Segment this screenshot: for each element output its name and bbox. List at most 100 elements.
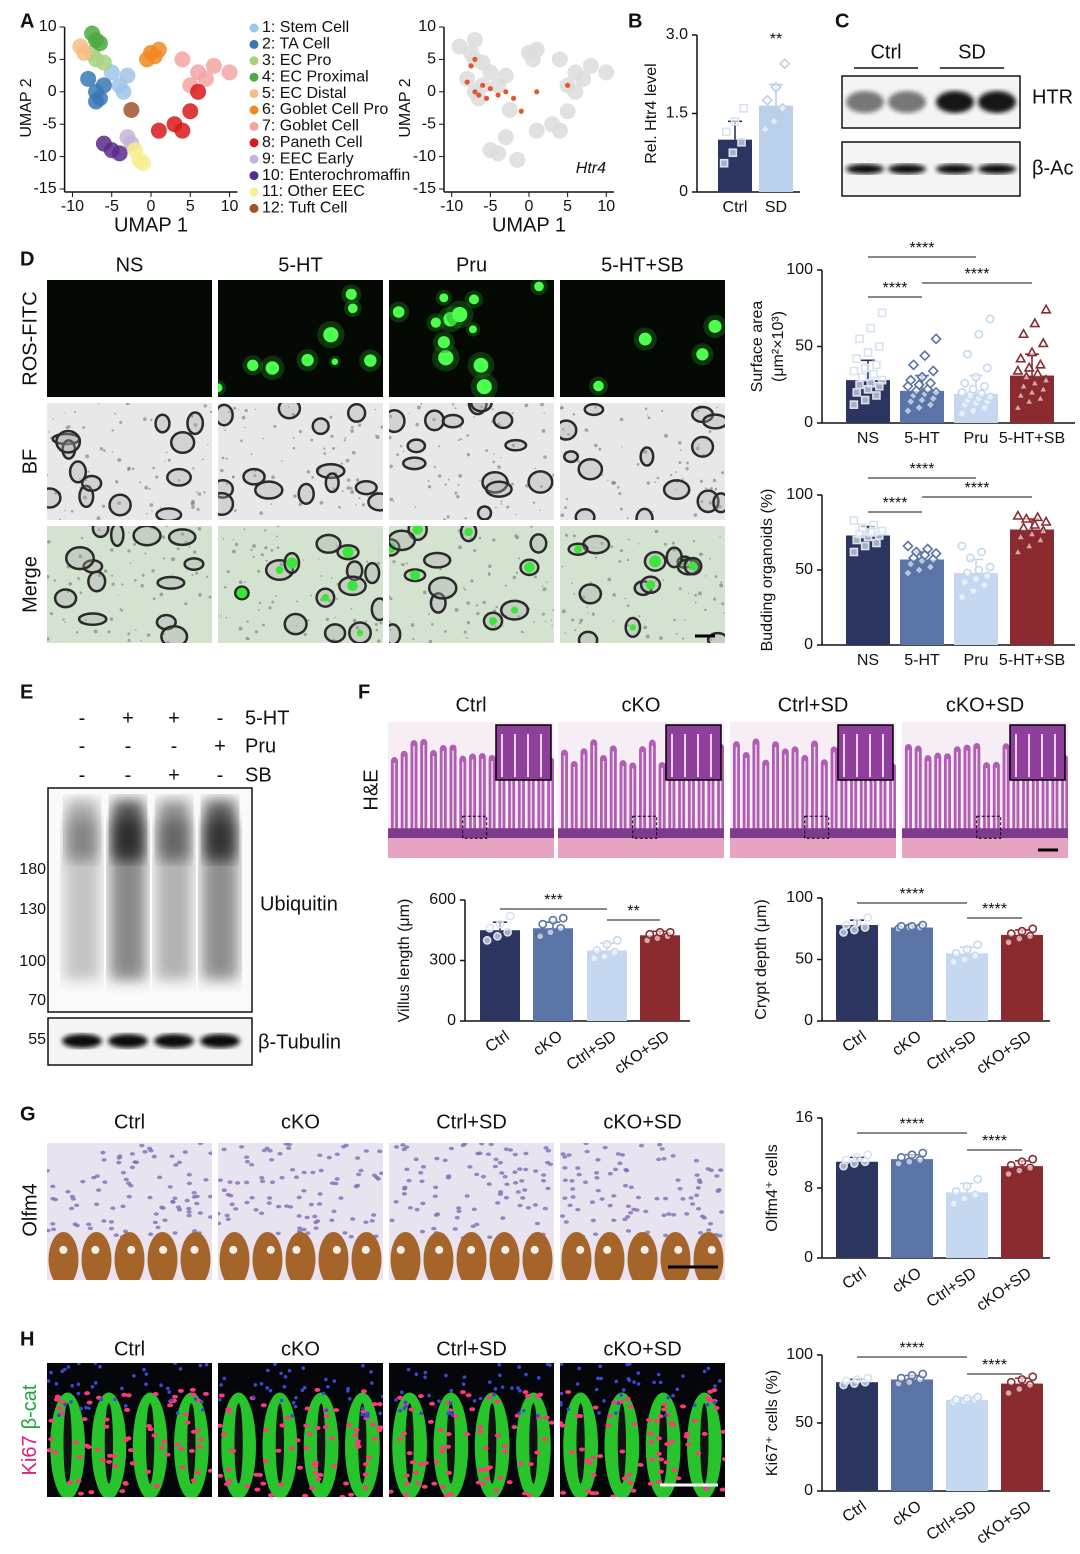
debris (675, 633, 678, 636)
mw-marker: 100 (19, 953, 46, 970)
ki67-nucleus (607, 1413, 614, 1418)
debris (254, 408, 257, 411)
column-label: cKO+SD (603, 1338, 681, 1360)
dapi-nucleus (326, 1384, 330, 1389)
ki67-nucleus (263, 1428, 270, 1433)
debris (470, 579, 474, 583)
data-point (959, 955, 969, 964)
dapi-nucleus (132, 1373, 136, 1378)
debris (152, 597, 156, 601)
debris (319, 501, 324, 505)
data-point (951, 1187, 961, 1196)
point (80, 70, 97, 87)
debris (431, 622, 434, 626)
ki67-nucleus (695, 1451, 702, 1456)
fluorescent-spot (439, 293, 449, 303)
debris (684, 619, 686, 622)
debris (432, 417, 436, 422)
crypt-lumen (700, 1403, 709, 1484)
significance-label: **** (910, 461, 935, 478)
debris (534, 467, 536, 470)
nucleus (313, 1226, 319, 1230)
nucleus (661, 1156, 667, 1161)
nucleus (534, 1221, 541, 1226)
point (472, 56, 478, 63)
data-point (896, 1152, 906, 1162)
ki67-nucleus (403, 1492, 410, 1497)
nucleus (371, 1173, 378, 1178)
debris (355, 478, 360, 482)
debris (661, 409, 664, 412)
nucleus (714, 1174, 720, 1178)
nucleus (689, 1202, 696, 1206)
granule (292, 1245, 301, 1254)
nucleus (184, 1198, 190, 1203)
column-label: 5-HT+SB (601, 254, 684, 276)
microscopy-image (389, 526, 554, 643)
nucleus (194, 1201, 200, 1206)
debris (511, 412, 514, 415)
fluorescent-spot (247, 359, 259, 371)
x-axis-label: UMAP 1 (114, 214, 188, 236)
debris (611, 480, 615, 485)
nucleus (474, 1172, 480, 1177)
debris (400, 563, 403, 566)
nucleus (611, 1194, 617, 1198)
debris (244, 581, 246, 583)
nucleus (503, 1195, 510, 1200)
column-label: SD (958, 41, 986, 63)
debris (444, 630, 447, 633)
dapi-nucleus (198, 1363, 203, 1368)
dapi-nucleus (219, 1383, 223, 1387)
debris (722, 611, 725, 614)
ki67-nucleus (653, 1418, 660, 1423)
debris (561, 609, 566, 614)
dapi-nucleus (144, 1382, 148, 1387)
ki67-nucleus (494, 1433, 501, 1438)
dapi-nucleus (193, 1397, 198, 1401)
nucleus (277, 1151, 283, 1156)
nucleus (129, 1165, 136, 1170)
ki67-nucleus (711, 1388, 718, 1393)
ki67-nucleus (314, 1387, 321, 1392)
nucleus (371, 1213, 377, 1217)
dapi-nucleus (167, 1390, 172, 1394)
debris (405, 562, 408, 565)
ki67-nucleus (303, 1423, 310, 1428)
ki67-nucleus (152, 1392, 159, 1397)
y-tick-label: 5 (48, 51, 57, 68)
point (495, 92, 501, 98)
ki67-nucleus (331, 1464, 338, 1469)
nucleus (445, 1175, 451, 1180)
debris (410, 623, 415, 627)
dapi-nucleus (535, 1413, 540, 1418)
data-point (907, 359, 920, 371)
nucleus (167, 1185, 173, 1189)
data-point (985, 562, 995, 572)
ki67-nucleus (107, 1453, 114, 1458)
nucleus (244, 1155, 250, 1159)
x-tick-label: -10 (440, 198, 463, 215)
x-tick-label: 5-HT+SB (999, 652, 1065, 669)
organoid (154, 413, 171, 434)
ki67-nucleus (560, 1490, 567, 1495)
dapi-nucleus (621, 1388, 626, 1392)
data-point (913, 564, 925, 576)
y-tick-label: -10 (33, 148, 56, 165)
x-tick-label: 5-HT+SB (999, 430, 1065, 447)
nucleus (677, 1186, 683, 1191)
ki67-nucleus (396, 1395, 403, 1400)
nucleus (697, 1180, 703, 1185)
crypt-stain (219, 1232, 250, 1280)
debris (155, 475, 159, 479)
organoid (80, 474, 103, 492)
point (221, 64, 238, 81)
debris (159, 506, 162, 509)
data-point (849, 400, 859, 409)
legend-swatch (249, 187, 259, 197)
nucleus (172, 1196, 178, 1201)
nucleus (707, 1221, 714, 1226)
microscopy-image (47, 1143, 212, 1280)
organoid (277, 403, 302, 420)
ki67-nucleus (713, 1406, 720, 1411)
